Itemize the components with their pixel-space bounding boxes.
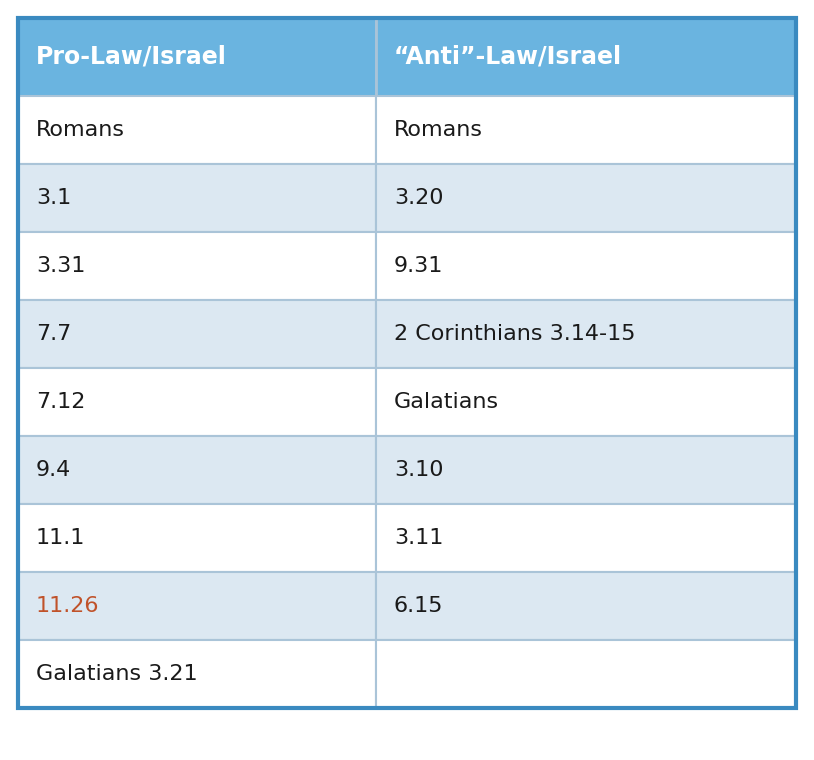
Text: 3.10: 3.10	[394, 460, 444, 480]
Text: Romans: Romans	[394, 120, 483, 140]
Bar	[18, 436, 376, 504]
Text: Galatians 3.21: Galatians 3.21	[36, 664, 198, 684]
Text: 7.7: 7.7	[36, 324, 72, 344]
Text: 9.4: 9.4	[36, 460, 72, 480]
Bar	[18, 504, 376, 572]
Bar	[18, 96, 376, 164]
Bar	[18, 572, 376, 640]
Bar	[18, 232, 376, 300]
Text: 3.31: 3.31	[36, 256, 85, 276]
Text: 3.20: 3.20	[394, 188, 444, 208]
Bar	[18, 640, 376, 708]
Text: Pro-Law/Israel: Pro-Law/Israel	[36, 45, 227, 69]
Bar	[376, 640, 796, 708]
Bar	[18, 18, 376, 96]
Text: Galatians: Galatians	[394, 392, 499, 412]
Bar	[376, 436, 796, 504]
Bar	[376, 504, 796, 572]
Text: 3.1: 3.1	[36, 188, 72, 208]
Text: 3.11: 3.11	[394, 528, 444, 548]
Text: 7.12: 7.12	[36, 392, 85, 412]
Bar	[376, 18, 796, 96]
Text: “Anti”-Law/Israel: “Anti”-Law/Israel	[394, 45, 622, 69]
Bar	[18, 368, 376, 436]
Text: 6.15: 6.15	[394, 596, 444, 616]
Text: 2 Corinthians 3.14-15: 2 Corinthians 3.14-15	[394, 324, 636, 344]
Bar	[376, 232, 796, 300]
Bar	[376, 572, 796, 640]
Text: 9.31: 9.31	[394, 256, 444, 276]
Bar	[18, 164, 376, 232]
Bar	[18, 300, 376, 368]
Text: 11.26: 11.26	[36, 596, 99, 616]
Bar	[376, 96, 796, 164]
Bar	[376, 164, 796, 232]
Bar	[376, 300, 796, 368]
Text: 11.1: 11.1	[36, 528, 85, 548]
Text: Romans: Romans	[36, 120, 125, 140]
Bar	[376, 368, 796, 436]
